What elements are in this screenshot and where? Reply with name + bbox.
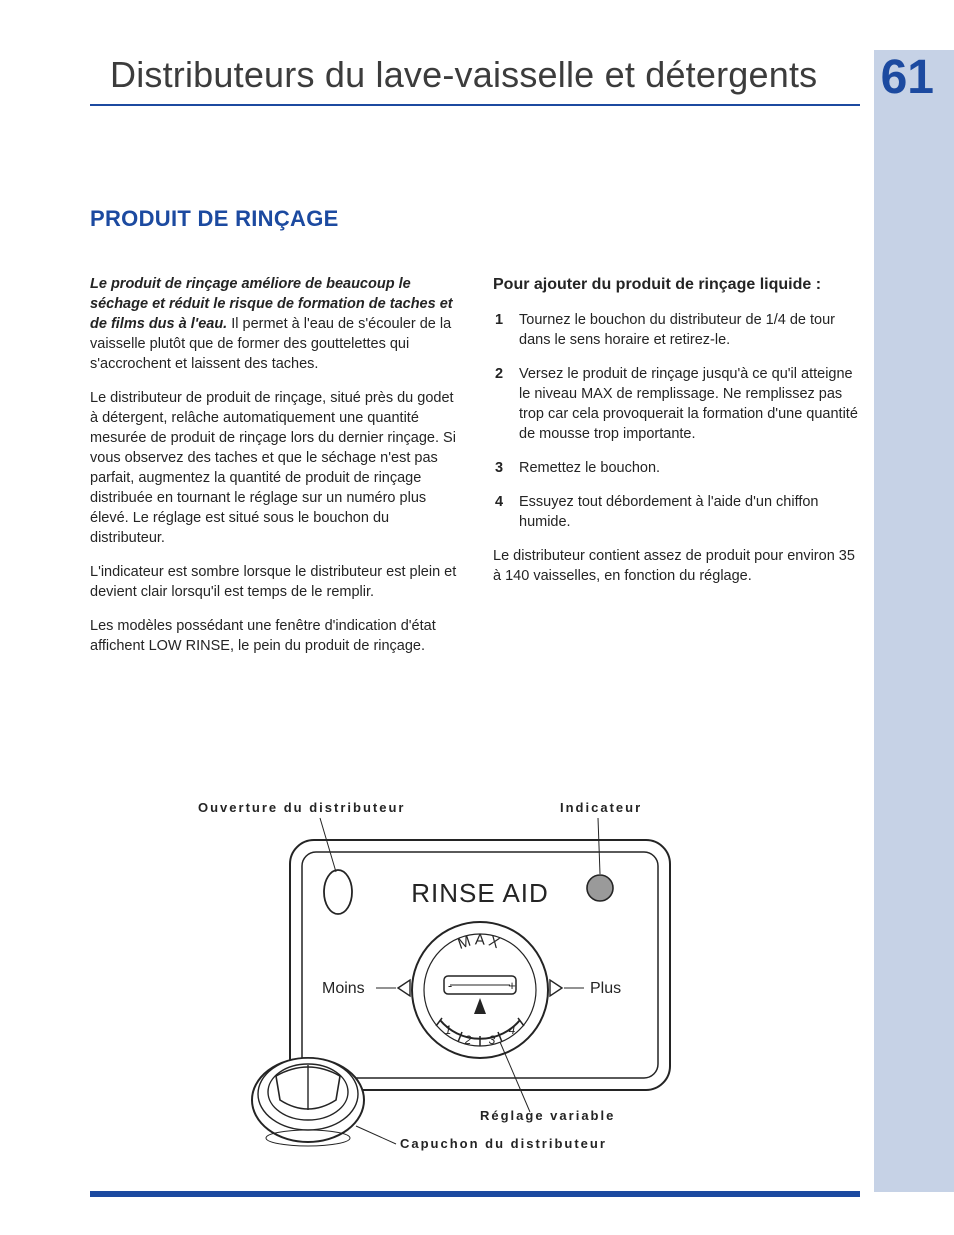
steps-list: Tournez le bouchon du distributeur de 1/…: [493, 310, 860, 532]
manual-page: 61 Distributeurs du lave-vaisselle et dé…: [0, 0, 954, 1235]
leader-cap: [356, 1126, 396, 1144]
panel-text: RINSE AID: [411, 878, 549, 908]
plus-mark: +: [508, 978, 516, 993]
label-variable: Réglage variable: [480, 1108, 615, 1123]
dispenser-cap-icon: [252, 1058, 364, 1146]
right-column: Pour ajouter du produit de rinçage liqui…: [493, 274, 860, 670]
paragraph-2: Le distributeur de produit de rinçage, s…: [90, 388, 457, 548]
content-columns: Le produit de rinçage améliore de beauco…: [90, 274, 860, 670]
label-less: Moins: [322, 980, 365, 998]
page-number: 61: [881, 50, 934, 105]
scale-2: 2: [464, 1033, 472, 1047]
scale-1: 1: [445, 1023, 452, 1037]
section-heading: PRODUIT DE RINÇAGE: [90, 206, 339, 232]
step-1: Tournez le bouchon du distributeur de 1/…: [519, 310, 860, 350]
intro-paragraph: Le produit de rinçage améliore de beauco…: [90, 274, 457, 374]
dispenser-opening-icon: [324, 870, 352, 914]
step-4: Essuyez tout débordement à l'aide d'un c…: [519, 492, 860, 532]
step-3: Remettez le bouchon.: [519, 458, 860, 478]
minus-mark: -: [448, 978, 452, 993]
scale-3: 3: [489, 1033, 496, 1047]
rinse-aid-diagram: Ouverture du distributeur Indicateur RIN…: [180, 800, 780, 1190]
page-title: Distributeurs du lave-vaisselle et déter…: [110, 54, 817, 96]
step-2: Versez le produit de rinçage jusqu'à ce …: [519, 364, 860, 444]
paragraph-4: Les modèles possédant une fenêtre d'indi…: [90, 616, 457, 656]
footer-rule: [90, 1191, 860, 1197]
right-heading: Pour ajouter du produit de rinçage liqui…: [493, 274, 860, 296]
paragraph-3: L'indicateur est sombre lorsque le distr…: [90, 562, 457, 602]
indicator-dot-icon: [587, 875, 613, 901]
closing-paragraph: Le distributeur contient assez de produi…: [493, 546, 860, 586]
label-cap: Capuchon du distributeur: [400, 1136, 607, 1151]
diagram-svg: RINSE AID MAX - +: [180, 800, 780, 1190]
side-tab: [874, 50, 954, 1192]
header-rule: [90, 104, 860, 106]
scale-4: 4: [509, 1023, 516, 1037]
left-column: Le produit de rinçage améliore de beauco…: [90, 274, 457, 670]
label-more: Plus: [590, 980, 621, 998]
